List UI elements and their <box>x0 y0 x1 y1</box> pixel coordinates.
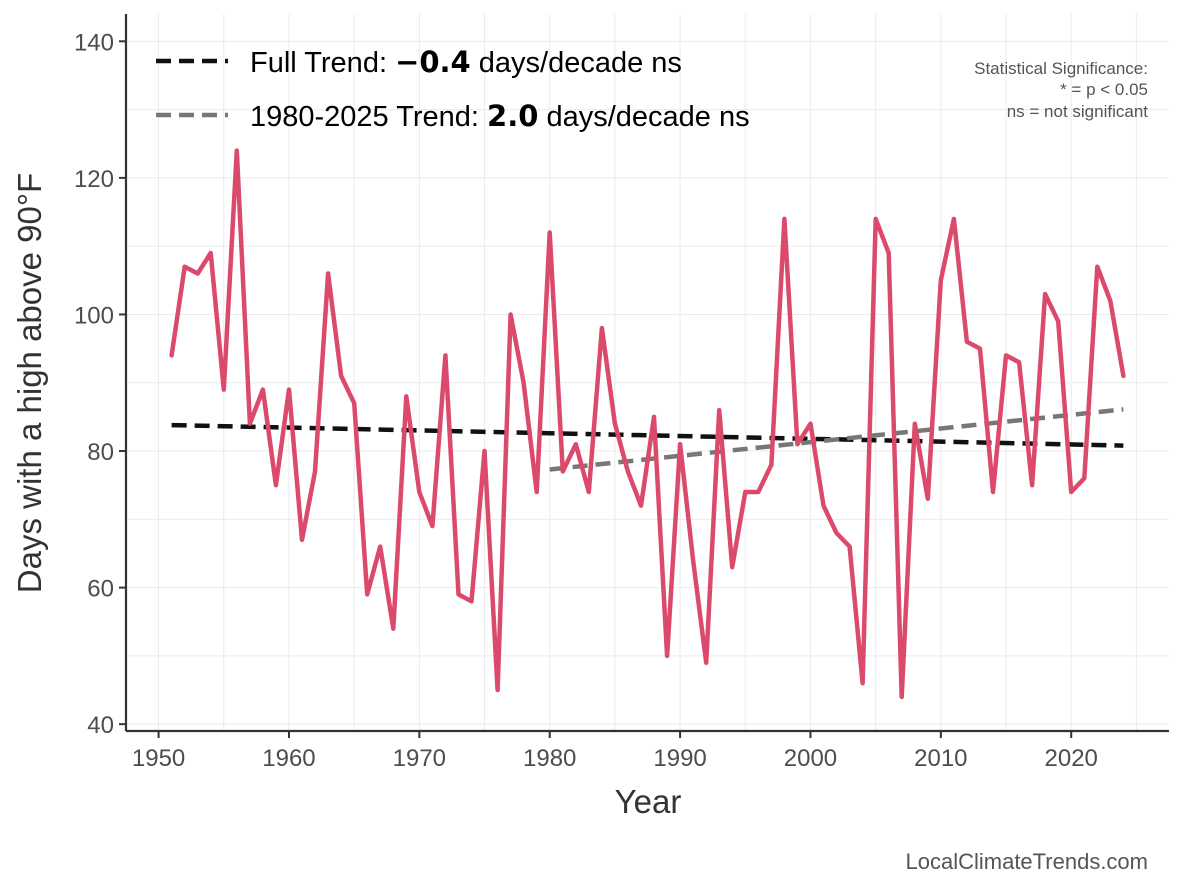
legend: Full Trend: −0.4 days/decade ns 1980-2025… <box>156 45 750 133</box>
trend-line <box>171 422 1124 448</box>
y-axis-label: Days with a high above 90°F <box>11 173 48 593</box>
x-axis-label: Year <box>615 783 682 820</box>
data-series <box>169 148 1126 700</box>
x-tick-label: 1980 <box>523 745 576 772</box>
y-tick-label: 120 <box>74 166 114 193</box>
credit-text: LocalClimateTrends.com <box>906 849 1149 874</box>
y-tick-label: 140 <box>74 29 114 56</box>
x-tick-label: 2000 <box>784 745 837 772</box>
x-tick-label: 2010 <box>914 745 967 772</box>
significance-note: Statistical Significance: * = p < 0.05 n… <box>974 59 1148 121</box>
significance-note-line: Statistical Significance: <box>974 59 1148 78</box>
axes: 1950 1960 1970 1980 1990 2000 2010 2020 40 60 80 10… <box>74 14 1169 772</box>
significance-note-line: ns = not significant <box>1007 102 1149 121</box>
series-line <box>169 148 1126 700</box>
grid-lines <box>126 14 1169 731</box>
y-tick-label: 60 <box>87 576 114 603</box>
y-tick-label: 40 <box>87 712 114 739</box>
y-tick-label: 80 <box>87 439 114 466</box>
significance-note-line: * = p < 0.05 <box>1060 80 1148 99</box>
legend-label: 1980-2025 Trend: 2.0 days/decade ns <box>250 99 750 133</box>
trend-lines <box>171 407 1124 472</box>
x-tick-label: 1990 <box>653 745 706 772</box>
x-tick-label: 2020 <box>1045 745 1098 772</box>
x-tick-label: 1970 <box>393 745 446 772</box>
trend-line <box>549 407 1124 472</box>
legend-label: Full Trend: −0.4 days/decade ns <box>250 45 682 79</box>
x-tick-label: 1950 <box>132 745 185 772</box>
y-tick-label: 100 <box>74 302 114 329</box>
x-tick-label: 1960 <box>262 745 315 772</box>
